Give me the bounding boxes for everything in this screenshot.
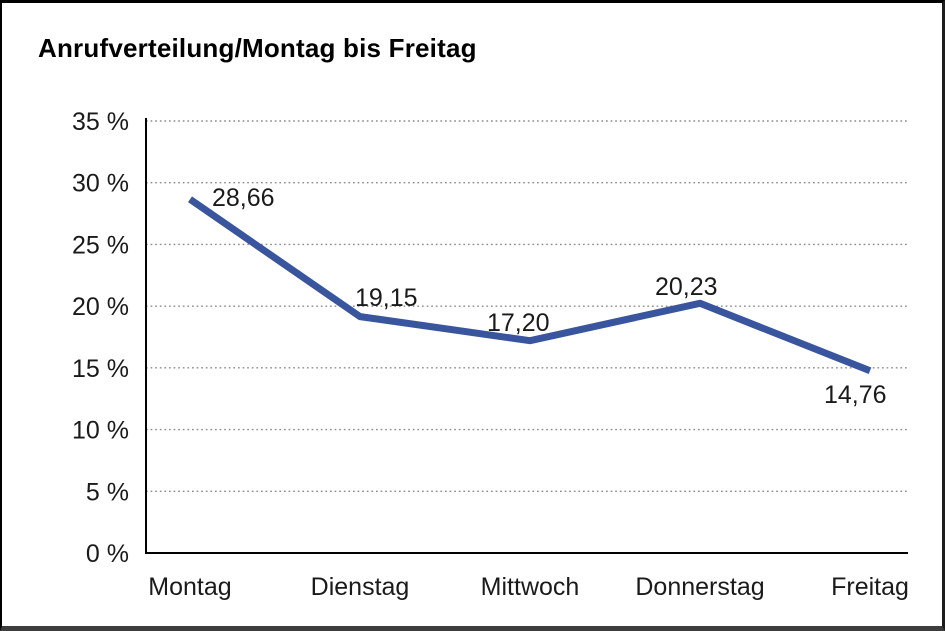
data-value-label: 28,66 [212,184,275,212]
data-value-label: 19,15 [355,284,418,312]
data-value-label: 14,76 [824,381,887,409]
data-value-label: 20,23 [655,273,718,301]
x-category-label: Donnerstag [635,573,764,601]
chart-title: Anrufverteilung/Montag bis Freitag [38,33,477,63]
x-category-label: Mittwoch [481,573,580,601]
x-category-label: Montag [148,573,231,601]
series-line [188,196,872,375]
x-category-label: Freitag [831,573,909,601]
data-value-label: 17,20 [487,309,550,337]
y-tick-label: 15 % [72,355,129,383]
y-tick-label: 10 % [72,417,129,445]
y-tick-label: 25 % [72,231,129,259]
y-tick-label: 30 % [72,170,129,198]
x-category-label: Dienstag [311,573,410,601]
y-tick-label: 35 % [72,108,129,136]
y-tick-label: 0 % [86,540,129,568]
y-tick-label: 20 % [72,293,129,321]
line-chart-canvas: 0 % 5 % 10 % 15 % 20 % 25 % 30 % 35 % Montag Dien… [72,108,909,601]
y-tick-label: 5 % [86,478,129,506]
